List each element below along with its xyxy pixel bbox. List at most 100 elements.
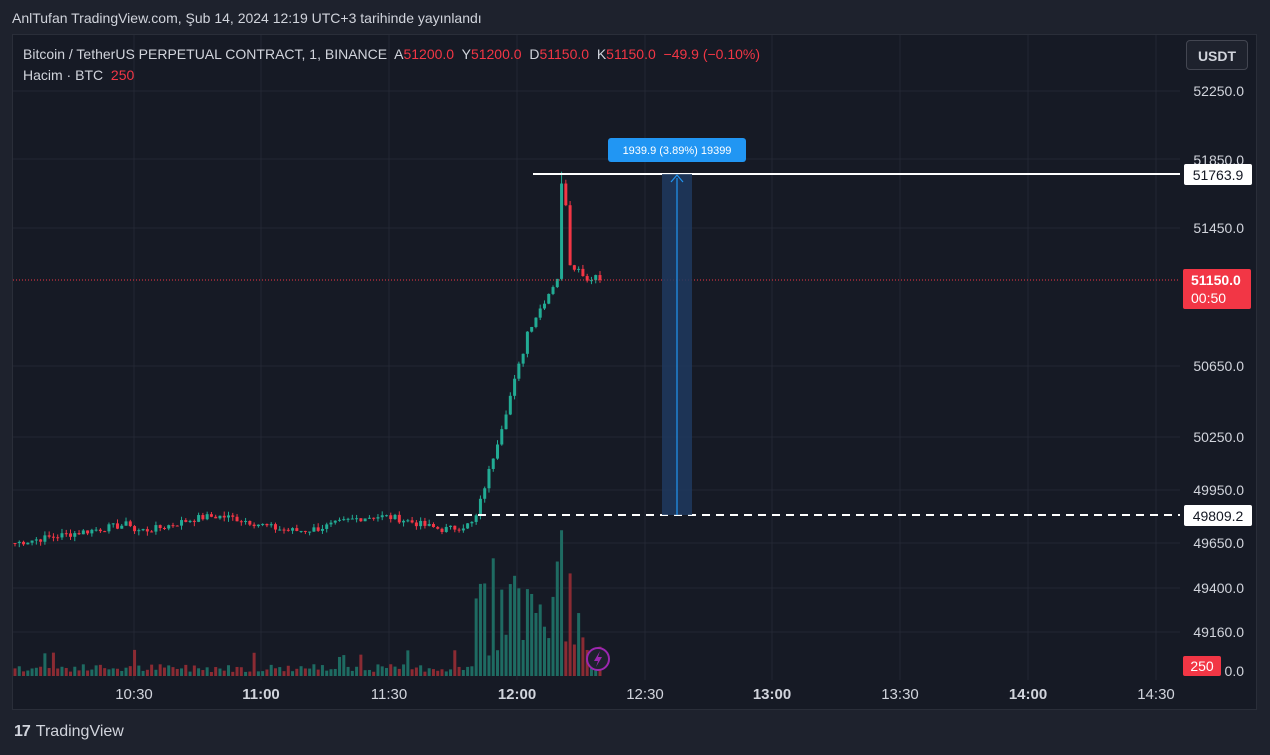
candle-body xyxy=(542,303,546,309)
symbol-name[interactable]: Bitcoin / TetherUS PERPETUAL CONTRACT, 1… xyxy=(23,46,388,62)
volume-bar xyxy=(299,666,303,676)
volume-bar xyxy=(457,666,461,676)
lightning-icon[interactable] xyxy=(586,647,610,671)
volume-bar xyxy=(504,634,508,676)
candle-body xyxy=(133,526,137,532)
volume-bar xyxy=(197,668,201,676)
last-price-value: 51150.0 xyxy=(1191,272,1241,288)
candle-body xyxy=(427,524,431,526)
volume-bar xyxy=(188,671,192,676)
candle-body xyxy=(273,524,277,530)
volume-bar xyxy=(218,668,222,676)
change-value: −49.9 (−0.10%) xyxy=(663,46,761,62)
price-tick: 49650.0 xyxy=(1193,535,1244,551)
candle-body xyxy=(444,526,448,532)
candle-body xyxy=(286,529,290,531)
candle-body xyxy=(137,530,141,532)
volume-bar xyxy=(192,665,196,676)
grid-lines xyxy=(13,35,1180,680)
candle-body xyxy=(209,514,213,517)
candle-body xyxy=(171,525,175,527)
candle-body xyxy=(252,524,256,527)
candle-body xyxy=(299,530,303,532)
volume-bar xyxy=(542,626,546,676)
volume-bar xyxy=(47,668,51,676)
candle-body xyxy=(231,515,235,517)
volume-bar xyxy=(346,666,350,676)
time-tick: 11:30 xyxy=(371,686,407,703)
candle-body xyxy=(359,518,363,522)
high-price-label: 51763.9 xyxy=(1193,167,1244,183)
last-price-countdown: 00:50 xyxy=(1191,290,1226,306)
chart-frame[interactable] xyxy=(12,34,1257,710)
candle-body xyxy=(457,529,461,531)
candle-body xyxy=(414,522,418,527)
candle-body xyxy=(188,520,192,522)
brand-name: TradingView xyxy=(35,723,124,740)
candle-body xyxy=(261,523,265,525)
candle-body xyxy=(534,317,538,327)
candle-body xyxy=(269,524,273,526)
candle-body xyxy=(222,515,226,518)
volume-bar xyxy=(359,654,363,676)
volume-bar xyxy=(265,669,269,676)
volume-bar xyxy=(320,665,324,676)
candles xyxy=(13,171,602,548)
volume-legend: Hacim · BTC 250 xyxy=(23,67,134,83)
footer-brand[interactable]: 17 TradingView xyxy=(14,723,124,741)
candle-body xyxy=(474,515,478,522)
volume-bar xyxy=(397,668,401,676)
volume-bar xyxy=(13,668,17,676)
candle-body xyxy=(94,529,98,531)
volume-bar xyxy=(431,669,435,676)
candle-body xyxy=(440,528,444,532)
volume-bars xyxy=(13,530,602,676)
candle-body xyxy=(197,515,201,522)
volume-bar xyxy=(115,668,119,676)
volume-bar xyxy=(235,666,239,676)
candle-body xyxy=(342,519,346,521)
price-tick: 51450.0 xyxy=(1193,220,1244,236)
candle-body xyxy=(372,517,376,519)
currency-button[interactable]: USDT xyxy=(1186,40,1248,70)
candle-body xyxy=(201,515,205,520)
candle-body xyxy=(73,533,77,537)
volume-bar xyxy=(30,668,34,676)
volume-bar xyxy=(355,666,359,676)
volume-bar xyxy=(376,664,380,676)
candle-body xyxy=(585,276,589,281)
volume-bar xyxy=(162,667,166,676)
volume-bar xyxy=(449,669,453,676)
candle-body xyxy=(487,468,491,489)
volume-bar xyxy=(568,573,572,676)
volume-bar xyxy=(384,667,388,676)
candle-body xyxy=(111,523,115,525)
time-tick: 13:30 xyxy=(881,686,919,703)
candle-body xyxy=(478,498,482,516)
volume-bar xyxy=(508,584,512,676)
volume-bar xyxy=(551,596,555,676)
volume-bar xyxy=(150,664,154,676)
candle-body xyxy=(329,522,333,525)
volume-bar xyxy=(470,666,474,676)
candle-body xyxy=(124,521,128,526)
volume-bar xyxy=(141,670,145,676)
candle-body xyxy=(555,278,559,288)
volume-bar xyxy=(244,671,248,676)
volume-bar xyxy=(444,671,448,676)
volume-bar xyxy=(90,669,94,676)
candle-body xyxy=(376,517,380,519)
volume-bar xyxy=(308,668,312,676)
candle-body xyxy=(141,529,145,531)
volume-bar xyxy=(496,650,500,676)
volume-bar xyxy=(372,671,376,676)
candle-body xyxy=(581,268,585,277)
candle-body xyxy=(316,527,320,531)
volume-bar xyxy=(256,671,260,676)
candle-body xyxy=(538,308,542,318)
candle-body xyxy=(167,525,171,529)
candle-body xyxy=(34,539,38,541)
price-tick: 50250.0 xyxy=(1193,429,1244,445)
volume-bar xyxy=(572,644,576,676)
